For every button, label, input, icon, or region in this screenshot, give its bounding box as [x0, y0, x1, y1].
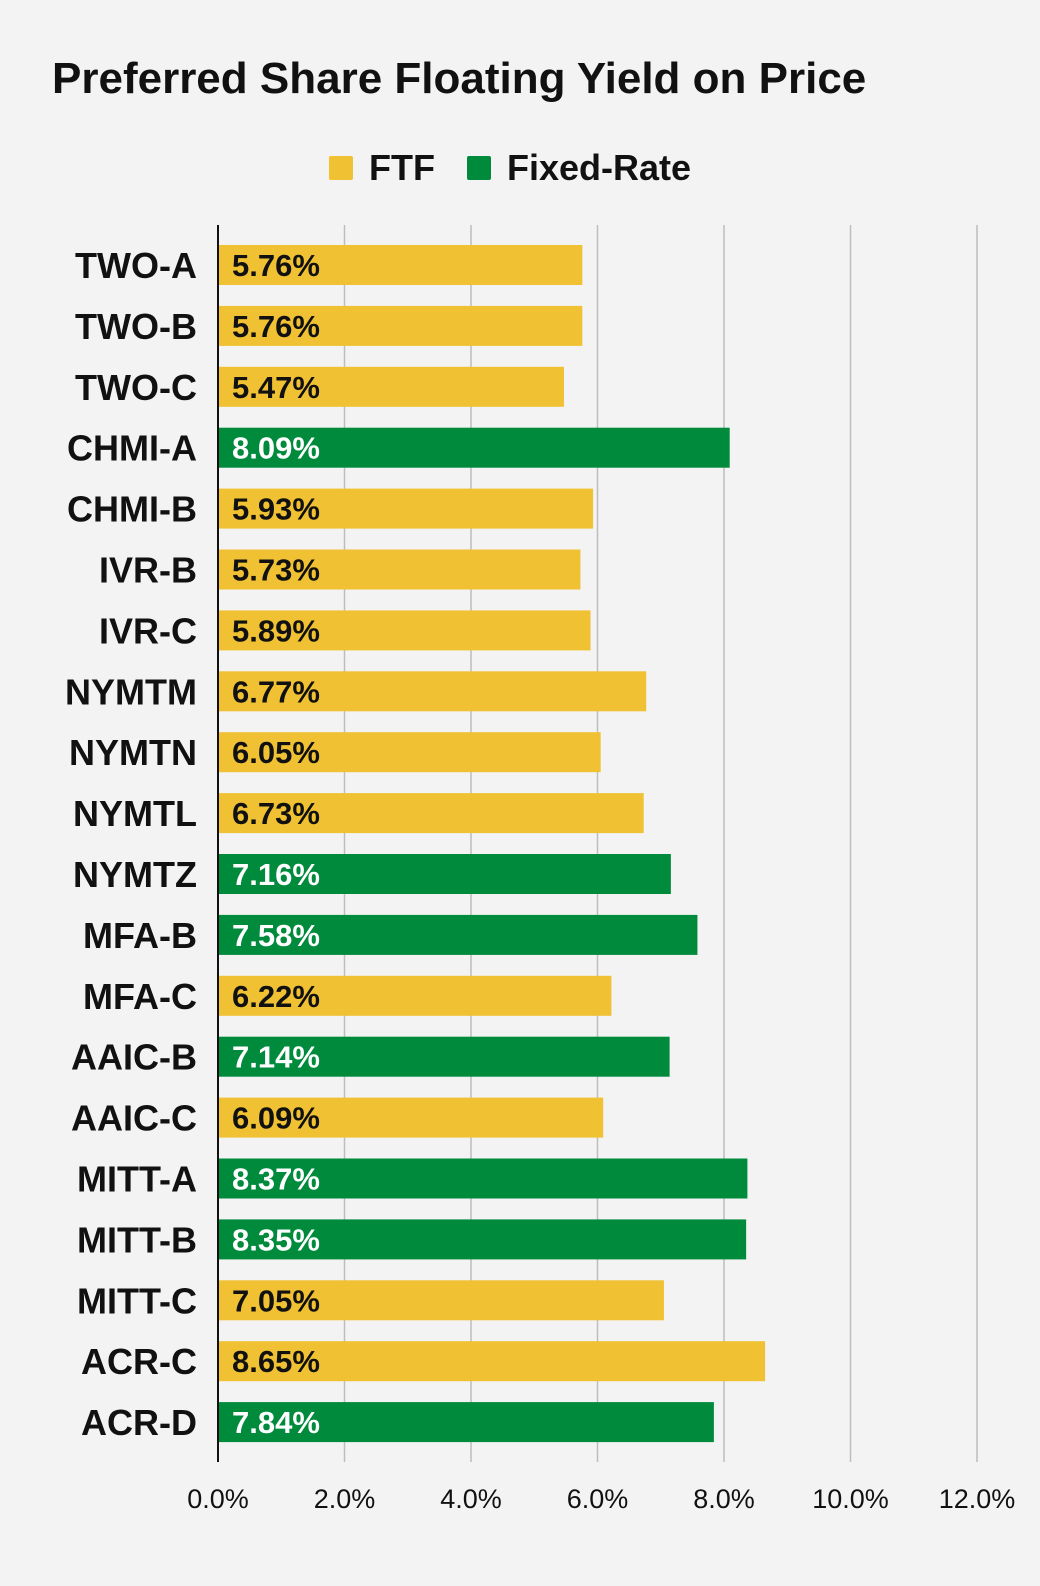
data-label: 7.14% [232, 1040, 320, 1075]
data-label: 5.89% [232, 613, 320, 648]
bar [218, 610, 591, 651]
category-label: TWO-C [75, 367, 197, 408]
data-label: 7.84% [232, 1405, 320, 1440]
data-label: 6.05% [232, 735, 320, 770]
bar [218, 1280, 664, 1321]
data-label: 8.35% [232, 1222, 320, 1257]
category-label: ACR-C [81, 1341, 197, 1382]
data-label: 8.37% [232, 1162, 320, 1197]
data-label: 5.47% [232, 370, 320, 405]
bar [218, 245, 583, 285]
legend: FTF Fixed-Rate [0, 146, 1040, 190]
bar [218, 732, 601, 773]
bar [218, 1219, 747, 1260]
legend-swatch-fixed-rate [467, 156, 491, 180]
category-label: TWO-A [75, 245, 197, 286]
x-tick-label: 8.0% [693, 1484, 755, 1514]
bar [218, 1158, 748, 1199]
data-label: 8.09% [232, 431, 320, 466]
x-tick-label: 6.0% [567, 1484, 629, 1514]
bar [218, 975, 612, 1016]
data-label: 7.16% [232, 857, 320, 892]
data-label: 6.73% [232, 796, 320, 831]
category-label: CHMI-B [67, 489, 197, 530]
data-label: 7.05% [232, 1283, 320, 1318]
bar [218, 488, 594, 529]
bar [218, 914, 698, 955]
category-label: NYMTM [65, 671, 197, 712]
bar [218, 1341, 766, 1382]
bar [218, 671, 647, 712]
category-label: MITT-A [77, 1159, 197, 1200]
legend-swatch-ftf [329, 156, 353, 180]
bar [218, 1097, 604, 1138]
category-label: MITT-C [77, 1280, 197, 1321]
category-label: ACR-D [81, 1402, 197, 1443]
category-label: NYMTZ [73, 854, 197, 895]
data-label: 8.65% [232, 1344, 320, 1379]
data-label: 5.76% [232, 248, 320, 283]
category-label: NYMTN [69, 732, 197, 773]
x-tick-label: 0.0% [187, 1484, 249, 1514]
x-tick-label: 4.0% [440, 1484, 502, 1514]
data-label: 6.77% [232, 674, 320, 709]
category-label: IVR-C [99, 610, 197, 651]
category-label: TWO-B [75, 306, 197, 347]
category-label: IVR-B [99, 550, 197, 591]
chart-title: Preferred Share Floating Yield on Price [52, 54, 867, 103]
bar [218, 1036, 670, 1077]
x-tick-label: 12.0% [939, 1484, 1016, 1514]
bar [218, 1402, 714, 1443]
data-label: 6.22% [232, 979, 320, 1014]
category-label: MFA-C [83, 976, 197, 1017]
data-label: 5.76% [232, 309, 320, 344]
category-label: MITT-B [77, 1219, 197, 1260]
data-label: 6.09% [232, 1101, 320, 1136]
bar [218, 793, 644, 834]
category-label: AAIC-C [71, 1098, 197, 1139]
category-label: CHMI-A [67, 428, 197, 469]
bar [218, 366, 564, 407]
x-tick-label: 10.0% [812, 1484, 889, 1514]
data-label: 7.58% [232, 918, 320, 953]
bar [218, 427, 730, 468]
legend-label-ftf: FTF [369, 147, 435, 188]
data-label: 5.73% [232, 553, 320, 588]
legend-label-fixed-rate: Fixed-Rate [507, 147, 692, 188]
bar [218, 305, 583, 346]
data-label: 5.93% [232, 492, 320, 527]
bar [218, 854, 671, 894]
x-tick-label: 2.0% [314, 1484, 376, 1514]
category-label: AAIC-B [71, 1037, 197, 1078]
category-label: MFA-B [83, 915, 197, 956]
category-label: NYMTL [73, 793, 197, 834]
bar [218, 549, 581, 590]
